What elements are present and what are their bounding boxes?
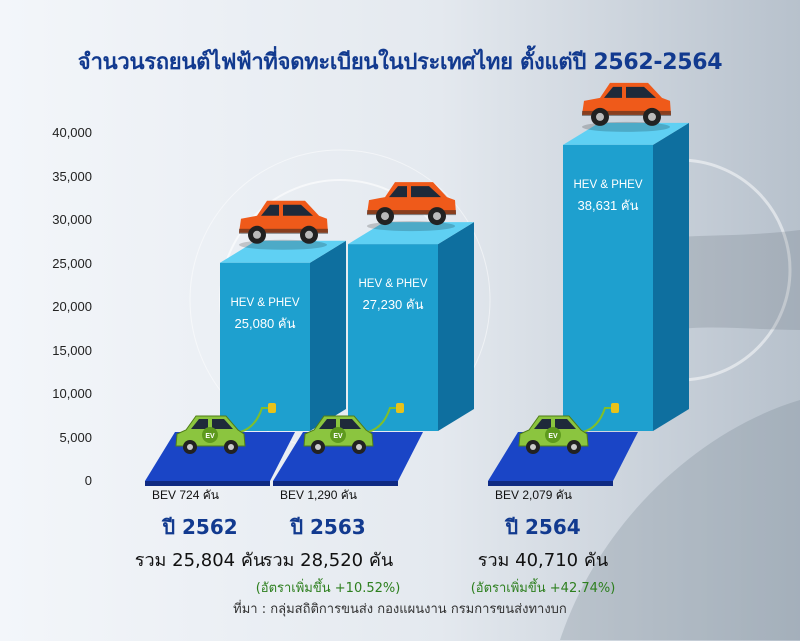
hev-bar-side [653, 122, 689, 431]
bev-bar-edge [273, 481, 398, 486]
y-tick-label: 10,000 [52, 386, 92, 401]
series-value: 38,631 คัน [577, 197, 639, 213]
source-note: ที่มา : กลุ่มสถิติการขนส่ง กองแผนงาน กรม… [233, 602, 567, 617]
year-total: รวม 25,804 คัน [134, 550, 266, 571]
series-name: HEV & PHEV [230, 296, 300, 309]
year-summary: ปี 2564 รวม 40,710 คัน (อัตราเพิ่มขึ้น +42… [433, 511, 653, 598]
hev-bar [563, 144, 653, 432]
hev-bar-top [348, 222, 474, 245]
ev-car-icon: EV [303, 403, 404, 454]
growth-rate: (อัตราเพิ่มขึ้น +10.52%) [255, 581, 401, 596]
svg-text:EV: EV [548, 433, 558, 440]
hev-value-label: HEV & PHEV 27,230 คัน [348, 278, 438, 315]
y-tick-label: 35,000 [52, 168, 92, 184]
y-tick-label: 30,000 [52, 212, 92, 227]
bev-value-label: BEV 724 คัน [152, 488, 219, 502]
series-value: 25,080 คัน [234, 315, 296, 331]
bev-bar-edge [488, 481, 613, 486]
bev-bar-edge [145, 481, 270, 486]
growth-rate: (อัตราเพิ่มขึ้น +42.74%) [470, 581, 616, 596]
year-label: ปี 2564 [505, 515, 581, 539]
suv-car-icon [239, 200, 328, 250]
hev-bar [220, 262, 310, 431]
hev-bar [348, 244, 438, 431]
y-tick-label: 20,000 [52, 299, 92, 314]
chart-title: จำนวนรถยนต์ไฟฟ้าที่จดทะเบียนในประเทศไทย … [77, 50, 723, 75]
hev-bar-top [220, 240, 346, 263]
y-tick-label: 40,000 [52, 125, 92, 140]
year-summary: ปี 2562 รวม 25,804 คัน [90, 511, 310, 574]
series-name: HEV & PHEV [358, 278, 428, 291]
bev-value-label: BEV 1,290 คัน [280, 488, 357, 502]
y-tick-label: 5,000 [59, 429, 92, 445]
series-value: 27,230 คัน [362, 297, 424, 313]
y-tick-label: 25,000 [52, 255, 92, 271]
hev-bar-side [438, 222, 474, 431]
suv-car-icon [582, 82, 671, 132]
y-tick-label: 15,000 [52, 342, 92, 358]
ev-car-icon: EV [175, 403, 276, 454]
bev-value-label: BEV 2,079 คัน [495, 488, 572, 502]
hev-bar-side [310, 240, 346, 431]
hev-value-label: HEV & PHEV 38,631 คัน [563, 179, 653, 216]
y-tick-label: 0 [84, 473, 92, 488]
year-total: รวม 40,710 คัน [477, 550, 609, 571]
year-label: ปี 2562 [162, 515, 238, 539]
ev-car-icon: EV [518, 403, 619, 454]
svg-text:EV: EV [333, 433, 343, 440]
year-label: ปี 2563 [290, 515, 366, 539]
year-total: รวม 28,520 คัน [262, 550, 394, 571]
year-summary: ปี 2563 รวม 28,520 คัน (อัตราเพิ่มขึ้น +10… [218, 511, 438, 598]
hev-bar-top [563, 122, 689, 145]
hev-value-label: HEV & PHEV 25,080 คัน [220, 297, 310, 334]
series-name: HEV & PHEV [573, 178, 643, 191]
suv-car-icon [367, 182, 456, 232]
svg-text:EV: EV [205, 433, 215, 440]
